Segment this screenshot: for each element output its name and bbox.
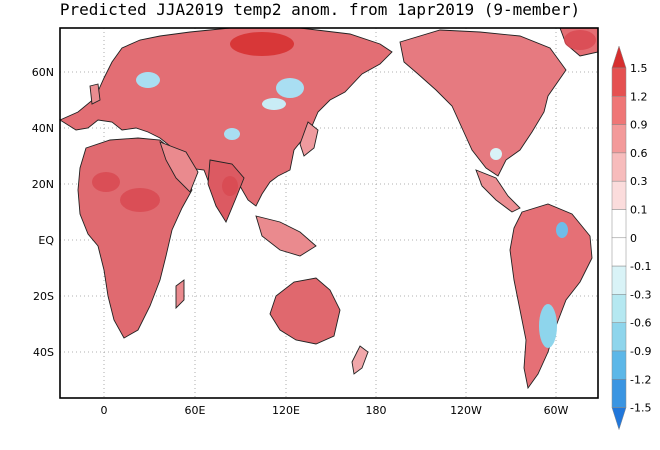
lon-tick-120e: 120E bbox=[272, 404, 300, 417]
colorbar-segment bbox=[611, 124, 627, 154]
colorbar-segment bbox=[611, 237, 627, 267]
land-australia bbox=[269, 277, 341, 345]
colorbar-label: 0.6 bbox=[630, 147, 648, 160]
lon-tick-60w: 60W bbox=[544, 404, 569, 417]
colorbar-segment bbox=[611, 350, 627, 380]
colorbar-segment bbox=[611, 322, 627, 352]
lon-tick-180: 180 bbox=[366, 404, 387, 417]
colorbar-label: 1.2 bbox=[630, 90, 648, 103]
colorbar-label: 0 bbox=[630, 232, 637, 245]
lat-tick-40s: 40S bbox=[33, 346, 54, 359]
land-japan bbox=[299, 121, 319, 157]
colorbar-top-arrow bbox=[611, 45, 627, 69]
warm-anomalies bbox=[92, 30, 596, 212]
lat-tick-eq: EQ bbox=[38, 234, 54, 247]
colorbar-label: -0.3 bbox=[630, 288, 651, 301]
land-arabia bbox=[159, 141, 199, 193]
colorbar-label: -0.1 bbox=[630, 260, 651, 273]
colorbar-label: 0.9 bbox=[630, 119, 648, 132]
lat-tick-20n: 20N bbox=[32, 178, 54, 191]
colorbar-label: 0.3 bbox=[630, 175, 648, 188]
plot-frame bbox=[59, 27, 599, 399]
colorbar-segment bbox=[611, 67, 627, 97]
lon-tick-120w: 120W bbox=[450, 404, 482, 417]
lat-tick-60n: 60N bbox=[32, 66, 54, 79]
cool-anomalies bbox=[136, 72, 568, 348]
colorbar-label: -0.9 bbox=[630, 345, 651, 358]
land-north-america bbox=[399, 29, 567, 177]
colorbar-segment bbox=[611, 379, 627, 408]
colorbar-label: -1.5 bbox=[630, 402, 651, 415]
colorbar: 1.5 1.2 0.9 0.6 0.3 0.1 0 -0.1 -0.3 -0.6 -0.9 -1.2 -… bbox=[611, 45, 651, 431]
lon-tick-0: 0 bbox=[101, 404, 108, 417]
land-south-america bbox=[509, 203, 593, 390]
map-title: Predicted JJA2019 temp2 anom. from 1apr2… bbox=[59, 0, 581, 19]
colorbar-segment bbox=[611, 180, 627, 210]
lon-axis: 0 60E 120E 180 120W 60W bbox=[101, 404, 569, 417]
colorbar-segment bbox=[611, 96, 627, 125]
colorbar-label: -0.6 bbox=[630, 317, 651, 330]
colorbar-segment bbox=[611, 265, 627, 295]
land-uk bbox=[89, 83, 101, 105]
lat-tick-40n: 40N bbox=[32, 122, 54, 135]
colorbar-label: 1.5 bbox=[630, 62, 648, 75]
lat-tick-20s: 20S bbox=[33, 290, 54, 303]
colorbar-segment bbox=[611, 294, 627, 323]
colorbar-label: 0.1 bbox=[630, 204, 648, 217]
land-central-america bbox=[475, 169, 521, 213]
colorbar-segment bbox=[611, 152, 627, 182]
land-madagascar bbox=[175, 279, 185, 310]
colorbar-label: -1.2 bbox=[630, 373, 651, 386]
colorbar-bottom-arrow bbox=[611, 407, 627, 431]
land-new-zealand bbox=[351, 345, 369, 375]
lon-tick-60e: 60E bbox=[185, 404, 206, 417]
colorbar-segment bbox=[611, 209, 627, 239]
land-se-asia bbox=[255, 215, 317, 257]
lat-axis: 60N 40N 20N EQ 20S 40S bbox=[32, 66, 55, 359]
